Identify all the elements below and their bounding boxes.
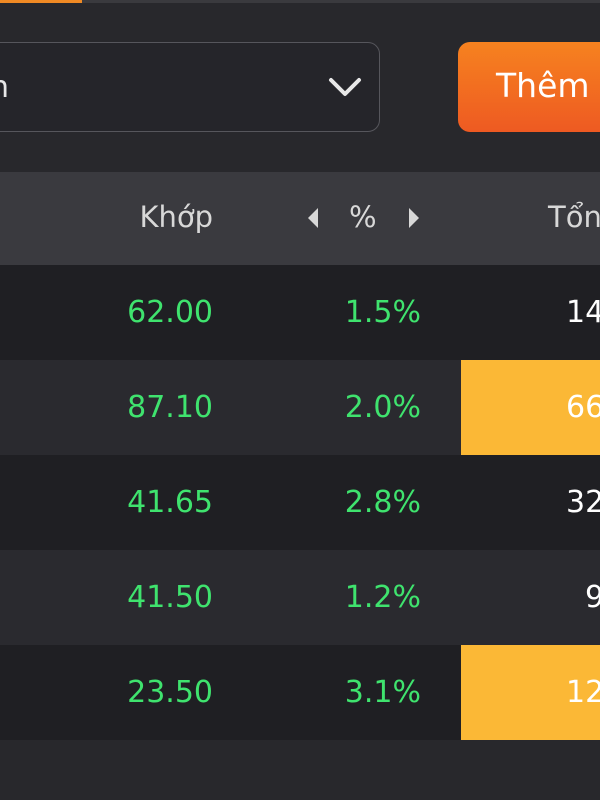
table-row	[0, 455, 600, 550]
percent-change: 3.1%	[344, 675, 421, 710]
total-volume: 12	[566, 675, 600, 710]
table-row	[0, 550, 600, 645]
total-volume: 9	[585, 580, 600, 615]
add-button[interactable]	[458, 42, 600, 132]
total-volume: 14	[566, 295, 600, 330]
active-tab-indicator	[0, 0, 82, 3]
table-row	[0, 265, 600, 360]
volume-highlight	[461, 360, 600, 455]
add-button-label: Thêm	[496, 66, 590, 105]
match-price: 23.50	[127, 675, 213, 710]
match-price: 41.50	[127, 580, 213, 615]
dropdown-label: n	[0, 70, 9, 105]
volume-highlight	[461, 645, 600, 740]
total-volume: 66	[566, 390, 600, 425]
header-total[interactable]: Tổn	[548, 200, 600, 234]
tab-bar	[0, 0, 600, 3]
percent-change: 1.2%	[344, 580, 421, 615]
total-volume: 32	[566, 485, 600, 520]
header-match[interactable]: Khớp	[139, 200, 213, 234]
header-percent: %	[349, 200, 377, 234]
percent-change: 1.5%	[344, 295, 421, 330]
match-price: 41.65	[127, 485, 213, 520]
next-arrow[interactable]	[407, 207, 421, 229]
dropdown[interactable]	[0, 42, 380, 132]
match-price: 87.10	[127, 390, 213, 425]
match-price: 62.00	[127, 295, 213, 330]
prev-arrow[interactable]	[306, 207, 320, 229]
percent-change: 2.8%	[344, 485, 421, 520]
percent-change: 2.0%	[344, 390, 421, 425]
chevron-icon	[329, 78, 361, 96]
table-header	[0, 172, 600, 265]
